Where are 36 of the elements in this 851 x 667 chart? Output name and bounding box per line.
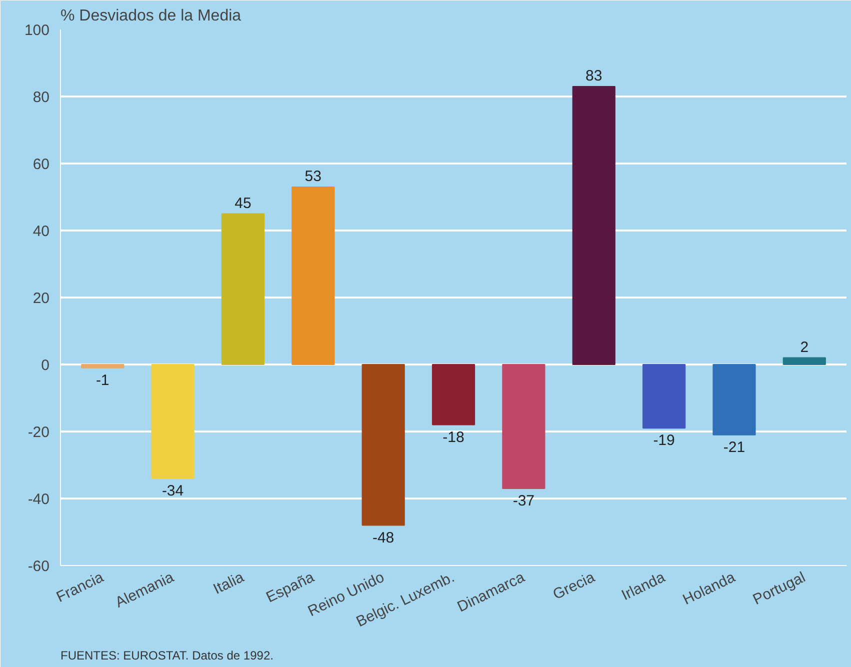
bar (362, 364, 405, 526)
bar (292, 186, 335, 365)
data-label: -37 (512, 492, 535, 510)
bar (712, 364, 756, 436)
data-label: -1 (96, 372, 110, 389)
y-tick-label: -20 (28, 424, 50, 441)
bar (432, 364, 476, 426)
data-label: 53 (304, 168, 322, 185)
x-tick-label: Grecia (550, 568, 598, 604)
x-tick-label: Irlanda (619, 568, 668, 604)
y-tick-label: 20 (32, 290, 50, 307)
bar (642, 364, 686, 429)
y-tick-label: -60 (28, 558, 50, 575)
bar (151, 364, 194, 479)
source-note: FUENTES: EUROSTAT. Datos de 1992. (60, 648, 274, 662)
y-tick-label: -40 (28, 491, 50, 508)
y-tick-label: 60 (32, 156, 50, 173)
data-label: -34 (162, 482, 184, 500)
data-label: -48 (372, 529, 394, 546)
y-tick-label: 0 (41, 357, 50, 374)
y-axis-title: % Desviados de la Media (60, 8, 242, 24)
data-label: 83 (586, 67, 602, 84)
bar (502, 364, 546, 489)
data-label: 45 (234, 194, 252, 212)
data-label: -18 (442, 428, 464, 446)
y-tick-label: 80 (32, 89, 50, 106)
bar (221, 213, 265, 365)
y-tick-label: 40 (32, 223, 50, 240)
bar (782, 357, 826, 365)
x-tick-label: Italia (210, 568, 248, 598)
data-label: 2 (800, 338, 809, 356)
bar (81, 364, 124, 368)
y-tick-label: 100 (24, 22, 50, 39)
data-label: -19 (653, 432, 675, 450)
data-label: -21 (723, 438, 746, 456)
bar (572, 86, 616, 365)
